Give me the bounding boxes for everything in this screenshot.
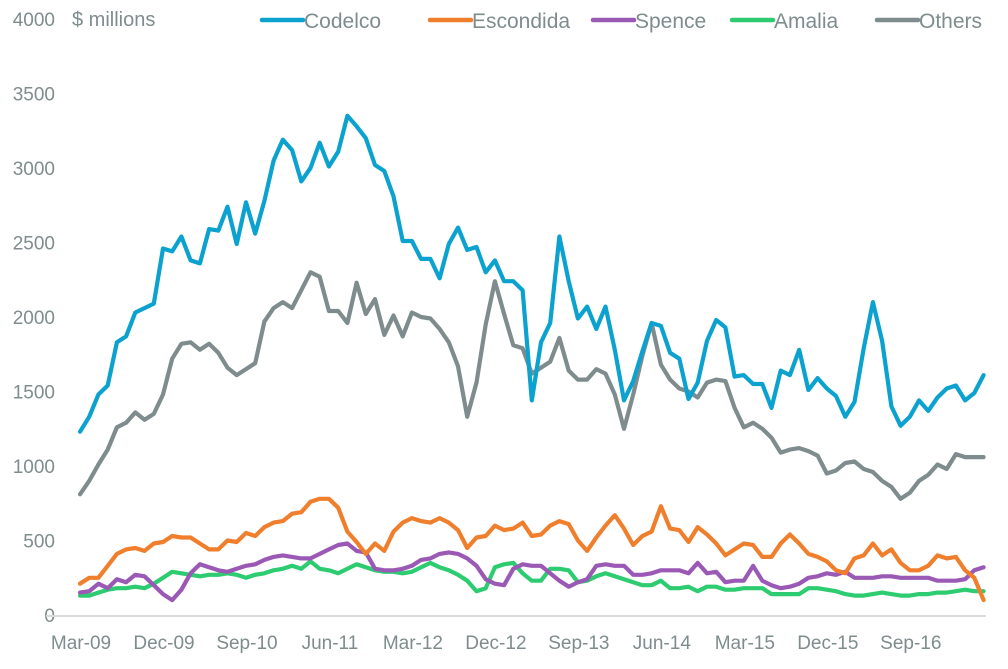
legend-item-others: Others	[874, 10, 982, 33]
x-tick-label: Jun-14	[633, 633, 692, 654]
y-axis: 05001000150020002500300035004000	[13, 10, 55, 627]
series-group	[77, 113, 986, 603]
legend-item-escondida: Escondida	[427, 10, 570, 33]
series-line-others	[77, 270, 986, 501]
x-tick-label: Sep-13	[548, 633, 609, 654]
x-tick-label: Jun-11	[302, 633, 359, 654]
legend-item-spence: Spence	[590, 10, 706, 33]
legend-label: Amalia	[774, 10, 839, 33]
x-tick-label: Sep-10	[216, 633, 277, 654]
x-tick-label: Sep-16	[880, 633, 941, 654]
y-tick-label: 1500	[13, 383, 55, 404]
x-tick-label: Dec-15	[797, 633, 858, 654]
x-tick-label: Mar-12	[383, 633, 443, 654]
y-tick-label: 500	[23, 532, 55, 553]
x-tick-label: Mar-15	[715, 633, 775, 654]
y-tick-label: 2000	[13, 308, 55, 329]
series-line-spence	[77, 541, 986, 603]
series-line-codelco	[77, 113, 986, 434]
legend-label: Spence	[635, 10, 706, 33]
legend-label: Codelco	[304, 10, 381, 33]
series-line-amalia	[77, 559, 986, 598]
x-tick-label: Mar-09	[51, 633, 111, 654]
unit-label: $ millions	[72, 9, 155, 31]
series-line-escondida	[77, 496, 986, 603]
x-axis: Mar-09 Dec-09 Sep-10 Jun-11 Mar-12 Dec-12 Sep-…	[51, 633, 942, 654]
x-tick-label: Dec-09	[133, 633, 194, 654]
x-tick-label: Dec-12	[465, 633, 526, 654]
y-tick-label: 4000	[13, 10, 55, 31]
legend-item-amalia: Amalia	[729, 10, 839, 33]
y-tick-label: 2500	[13, 234, 55, 255]
y-tick-label: 1000	[13, 457, 55, 478]
y-tick-label: 3500	[13, 85, 55, 106]
legend-item-codelco: Codelco	[259, 10, 381, 33]
legend-label: Others	[919, 10, 982, 33]
legend-label: Escondida	[472, 10, 570, 33]
legend: Codelco Escondida Spence Amalia Others	[259, 10, 982, 33]
y-tick-label: 3000	[13, 159, 55, 180]
